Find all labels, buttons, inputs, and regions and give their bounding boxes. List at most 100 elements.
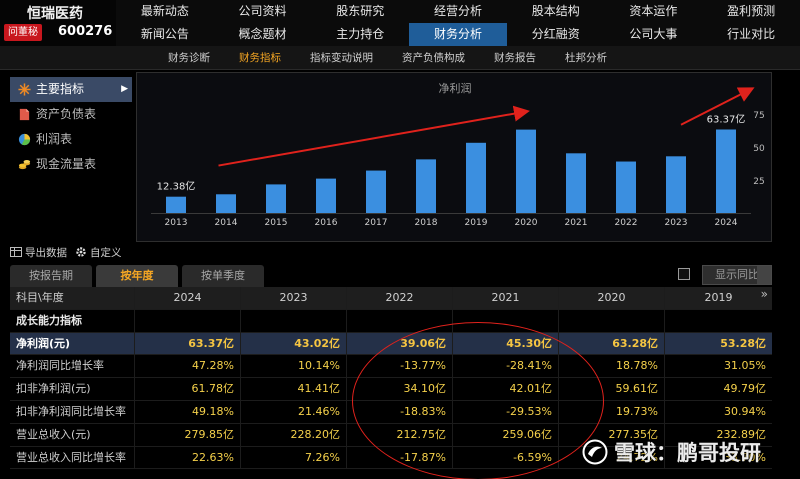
data-label: 63.37亿 [707, 113, 746, 126]
value-cell: 49.18% [134, 400, 240, 423]
sidebar-item-label: 资产负债表 [36, 107, 97, 121]
value-cell: -29.53% [452, 400, 558, 423]
subnav-item[interactable]: 指标变动说明 [310, 52, 373, 64]
nav-item[interactable]: 经营分析 [433, 4, 482, 18]
nav-item[interactable]: 股本结构 [531, 4, 580, 18]
show-yoy-label: 显示同比 [715, 268, 759, 281]
sidebar-item-cash-flow[interactable]: 现金流量表 [10, 152, 132, 177]
value-cell: 19.73% [558, 400, 664, 423]
nav-item[interactable]: 分红融资 [531, 27, 580, 41]
row-label: 成长能力指标 [16, 313, 82, 327]
row-label: 营业总收入(元) [16, 427, 91, 441]
bar-2013 [166, 196, 186, 213]
value-cell: 39.06亿 [346, 332, 452, 355]
table-row[interactable]: 营业总收入(元) 279.85亿 228.20亿 212.75亿 259.06亿 277.… [10, 423, 772, 447]
value-cell [664, 309, 772, 332]
table-icon [10, 247, 22, 257]
value-cell: 22.63% [134, 446, 240, 469]
nav-item[interactable]: 股东研究 [336, 4, 385, 18]
sub-nav-list: 财务诊断 财务指标 指标变动说明 资产负债构成 财务报告 杜邦分析 [168, 46, 636, 70]
ask-secretary-button[interactable]: 问董秘 [4, 24, 42, 41]
value-cell: 31.05% [664, 355, 772, 378]
tab-by-year[interactable]: 按年度 [96, 265, 178, 287]
year-header[interactable]: 2019 [664, 287, 772, 309]
export-data-button[interactable]: 导出数据 [10, 245, 67, 260]
year-header[interactable]: 2022 [346, 287, 452, 309]
subnav-item[interactable]: 财务诊断 [168, 52, 210, 64]
period-tabs: 按报告期 按年度 按单季度 显示同比 [10, 265, 772, 287]
watermark: 雪球：鹏哥投研 [582, 437, 761, 467]
x-tick-label: 2024 [715, 218, 738, 228]
value-cell: 63.37亿 [134, 332, 240, 355]
subnav-item[interactable]: 杜邦分析 [565, 52, 607, 64]
nav-item[interactable]: 财务分析 [409, 23, 507, 46]
nav-item[interactable]: 新闻公告 [140, 27, 189, 41]
bar-2016 [316, 178, 336, 213]
nav-item[interactable]: 最新动态 [140, 4, 189, 18]
nav-item[interactable]: 资本运作 [629, 4, 678, 18]
nav-item[interactable]: 概念题材 [238, 27, 287, 41]
value-cell: -13.77% [346, 355, 452, 378]
show-yoy-checkbox[interactable] [678, 268, 690, 280]
financial-indicators-table: 科目\年度 2024 2023 2022 2021 2020 2019» 成长能力指标 净利润(… [10, 287, 772, 470]
sidebar-item-balance-sheet[interactable]: 资产负债表 [10, 102, 132, 127]
sidebar-item-main-indicators[interactable]: 主要指标 ▶ [10, 77, 132, 102]
table-row[interactable]: 营业总收入同比增长率 22.63% 7.26% -17.87% -6.59% 24.72%… [10, 446, 772, 470]
y-tick-label: 75 [753, 111, 764, 121]
x-tick-label: 2016 [315, 218, 338, 228]
x-tick-label: 2022 [615, 218, 638, 228]
tab-by-quarter[interactable]: 按单季度 [182, 265, 264, 287]
value-cell: 279.85亿 [134, 423, 240, 446]
sidebar: 主要指标 ▶ 资产负债表 利润表 现金流量表 [10, 77, 132, 177]
bar-2024 [716, 129, 736, 213]
value-cell [346, 309, 452, 332]
sidebar-item-income-statement[interactable]: 利润表 [10, 127, 132, 152]
subnav-item[interactable]: 财务指标 [239, 52, 281, 64]
nav-item[interactable]: 公司大事 [629, 27, 678, 41]
value-cell: 63.28亿 [558, 332, 664, 355]
nav-item[interactable]: 主力持仓 [336, 27, 385, 41]
bar-2017 [366, 170, 386, 213]
sidebar-item-label: 主要指标 [36, 82, 85, 96]
table-row[interactable]: 净利润(元) 63.37亿 43.02亿 39.06亿 45.30亿 63.28亿 53.2… [10, 332, 772, 356]
value-cell: 53.28亿 [664, 332, 772, 355]
x-tick-label: 2015 [265, 218, 288, 228]
x-tick-label: 2013 [165, 218, 188, 228]
value-cell: 24.72% [558, 446, 664, 469]
net-profit-chart: 净利润 25 50 75 2013 2014 2015 2016 2017 2018 2019 202… [136, 72, 772, 242]
subnav-item[interactable]: 资产负债构成 [402, 52, 465, 64]
year-header[interactable]: 2024 [134, 287, 240, 309]
nav-item[interactable]: 公司资料 [238, 4, 287, 18]
x-tick-label: 2018 [415, 218, 438, 228]
table-row[interactable]: 扣非净利润同比增长率 49.18% 21.46% -18.83% -29.53% 19.7… [10, 400, 772, 424]
x-tick-label: 2021 [565, 218, 588, 228]
customize-label: 自定义 [90, 246, 122, 259]
value-cell: 43.02亿 [240, 332, 346, 355]
year-header[interactable]: 2021 [452, 287, 558, 309]
show-yoy-dropdown[interactable]: 显示同比 [702, 265, 772, 285]
y-tick-label: 50 [753, 144, 765, 154]
value-cell: 21.46% [240, 400, 346, 423]
nav-item[interactable]: 行业对比 [727, 27, 776, 41]
tab-by-report-period[interactable]: 按报告期 [10, 265, 92, 287]
subnav-item[interactable]: 财务报告 [494, 52, 536, 64]
table-row[interactable]: 扣非净利润(元) 61.78亿 41.41亿 34.10亿 42.01亿 59.61亿 49… [10, 378, 772, 401]
x-tick-label: 2023 [665, 218, 688, 228]
main-nav: 最新动态 公司资料 股东研究 经营分析 股本结构 资本运作 盈利预测新闻公告 概念题材 主力持仓… [116, 0, 800, 46]
customize-button[interactable]: 自定义 [75, 245, 122, 260]
value-cell [240, 309, 346, 332]
year-header[interactable]: 2020 [558, 287, 664, 309]
nav-item[interactable]: 盈利预测 [727, 4, 776, 18]
year-header[interactable]: 2023 [240, 287, 346, 309]
value-cell: 33.70% [664, 446, 772, 469]
table-tools: 导出数据 自定义 [10, 244, 130, 260]
x-tick-label: 2014 [215, 218, 238, 228]
table-row[interactable]: 成长能力指标 [10, 309, 772, 333]
table-row[interactable]: 净利润同比增长率 47.28% 10.14% -13.77% -28.41% 18.78%… [10, 355, 772, 379]
row-label: 扣非净利润(元) [16, 382, 91, 396]
value-cell: -17.87% [346, 446, 452, 469]
row-label: 营业总收入同比增长率 [16, 450, 126, 464]
chart-title: 净利润 [439, 81, 472, 95]
scroll-right-icon[interactable]: » [760, 287, 768, 301]
value-cell: 212.75亿 [346, 423, 452, 446]
